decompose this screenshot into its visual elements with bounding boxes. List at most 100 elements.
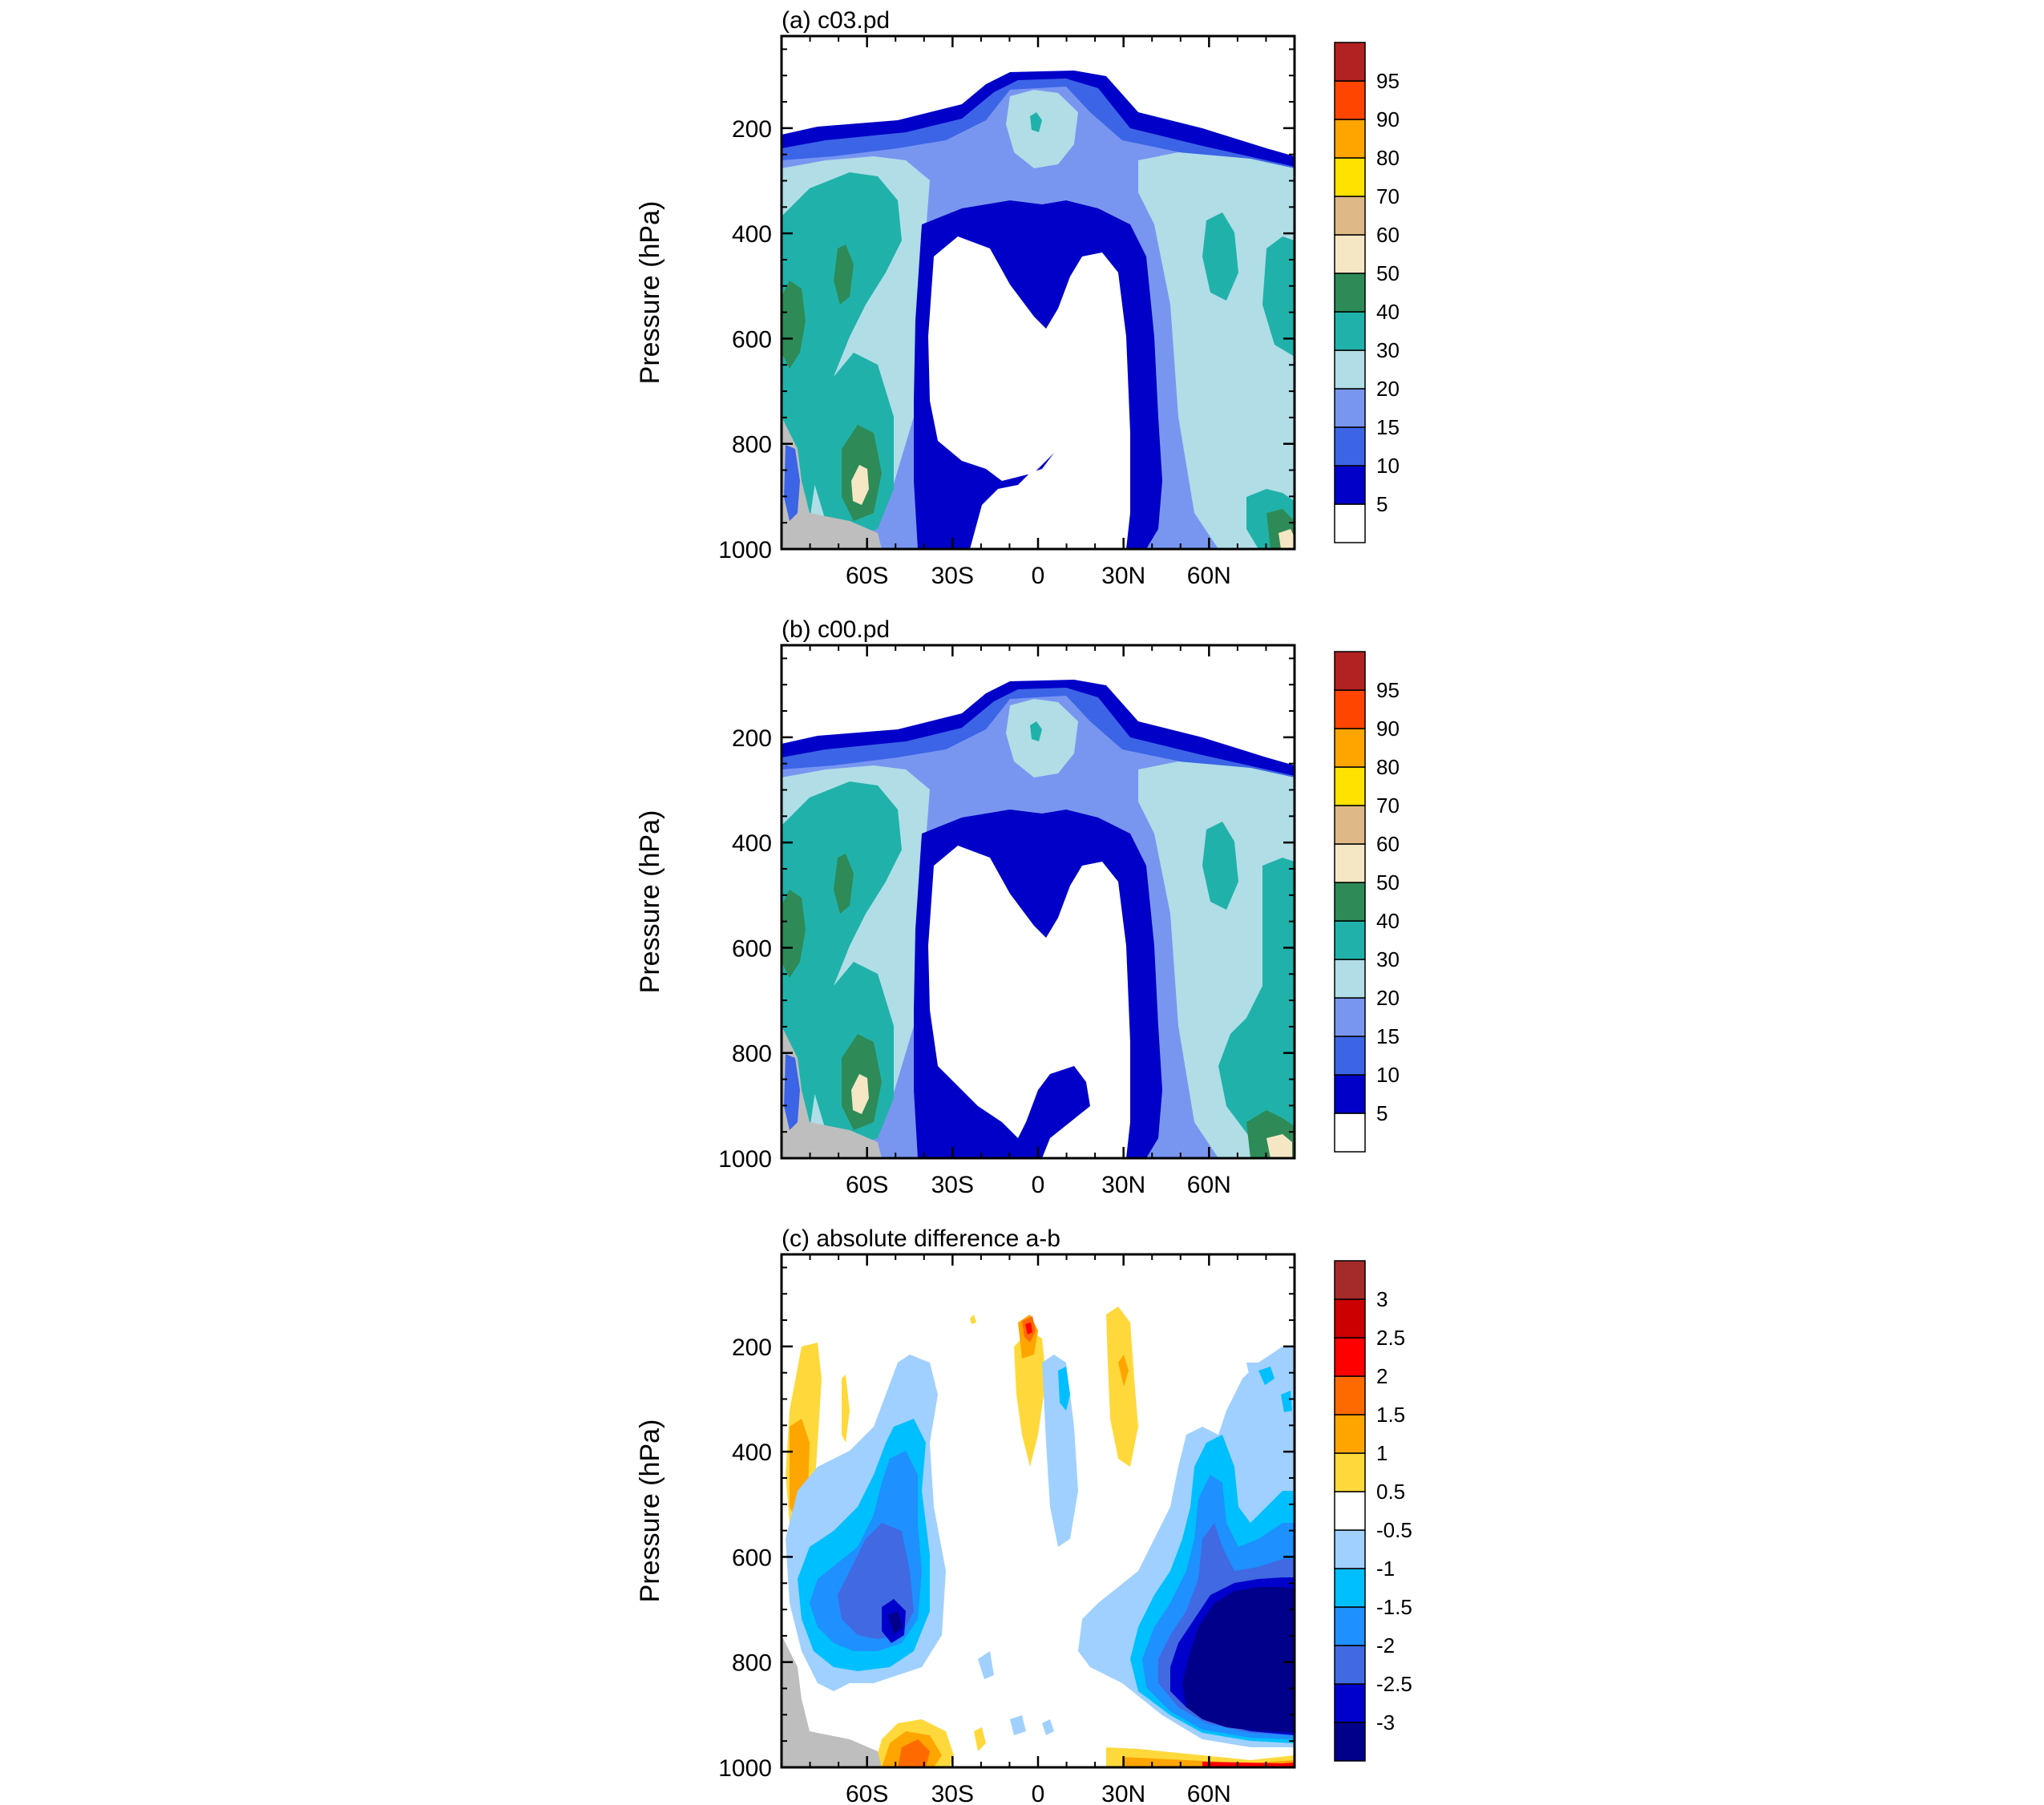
colorbar-swatch — [1334, 273, 1366, 313]
colorbar-swatch — [1334, 1036, 1366, 1076]
y-tick-label: 800 — [732, 1041, 772, 1068]
y-tick-label: 800 — [732, 432, 772, 458]
colorbar-label: 95 — [1376, 69, 1400, 93]
colorbar-label: 15 — [1376, 1024, 1400, 1048]
colorbar-label: -1.5 — [1376, 1595, 1412, 1619]
y-tick-label: 600 — [732, 1545, 772, 1571]
y-tick-label: 400 — [732, 830, 772, 857]
panel-a-terrain — [782, 417, 882, 549]
colorbar-label: 2 — [1376, 1364, 1388, 1388]
x-tick-label: 0 — [1032, 563, 1045, 589]
y-tick-label: 200 — [732, 1335, 772, 1361]
colorbar-label: 95 — [1376, 678, 1400, 702]
colorbar-label: 70 — [1376, 184, 1400, 208]
y-tick-label: 400 — [732, 1440, 772, 1466]
panel-c-title: (c) absolute difference a-b — [782, 1226, 1060, 1252]
colorbar-swatch — [1334, 1568, 1366, 1608]
colorbar-label: -2.5 — [1376, 1672, 1412, 1696]
colorbar-label: -1 — [1376, 1557, 1395, 1581]
y-tick-label: 1000 — [718, 1146, 772, 1173]
colorbar-swatch — [1334, 426, 1366, 466]
colorbar-swatch — [1334, 119, 1366, 159]
panel-c-contours — [782, 1254, 1295, 1767]
colorbar-label: 5 — [1376, 492, 1388, 516]
colorbar-swatch — [1334, 959, 1366, 999]
colorbar-swatch — [1334, 1298, 1366, 1339]
colorbar-label: 90 — [1376, 107, 1400, 131]
colorbar-label: 20 — [1376, 986, 1400, 1010]
colorbar-label: 60 — [1376, 832, 1400, 856]
panel-b-colorbar: 5 10 15 20 30 40 50 60 70 80 90 95 — [1334, 651, 1400, 1153]
x-tick-label: 30S — [931, 1781, 974, 1805]
colorbar-label: 90 — [1376, 717, 1400, 741]
panel-c-pos-1 — [786, 1306, 1295, 1767]
colorbar-swatch — [1334, 388, 1366, 428]
panel-a: (a) c03.pd 60S 30S 0 30N 60N 200 400 600 800 1000… — [635, 7, 1400, 589]
colorbar-swatch — [1334, 311, 1366, 351]
colorbar-label: 80 — [1376, 755, 1400, 779]
colorbar-swatch — [1334, 1112, 1366, 1153]
colorbar-label: 70 — [1376, 793, 1400, 818]
panel-a-contours — [782, 36, 1295, 549]
colorbar-swatch — [1334, 843, 1366, 883]
y-tick-label: 400 — [732, 221, 772, 248]
panel-b-contours — [782, 645, 1295, 1158]
colorbar-label: 60 — [1376, 223, 1400, 247]
colorbar-label: 30 — [1376, 338, 1400, 362]
panel-b-axes: 60S 30S 0 30N 60N 200 400 600 800 1000 — [718, 645, 1295, 1198]
x-tick-label: 30N — [1101, 1781, 1145, 1805]
x-tick-label: 30S — [931, 1172, 974, 1198]
x-tick-label: 60S — [846, 1781, 888, 1805]
panel-a-axes: 60S 30S 0 30N 60N 200 400 600 800 1000 — [718, 36, 1295, 589]
colorbar-swatch — [1334, 80, 1366, 120]
panel-b-ylabel: Pressure (hPa) — [635, 810, 665, 994]
colorbar-label: -0.5 — [1376, 1518, 1412, 1542]
panel-a-colorbar: 5 10 15 20 30 40 50 60 70 80 90 95 — [1334, 42, 1400, 543]
colorbar-label: 50 — [1376, 261, 1400, 285]
colorbar-label: 30 — [1376, 947, 1400, 971]
y-tick-label: 1000 — [718, 1755, 772, 1782]
panel-b-terrain-fill — [784, 1054, 800, 1130]
panel-a-ylabel: Pressure (hPa) — [635, 201, 665, 385]
colorbar-label: 5 — [1376, 1101, 1388, 1125]
y-tick-label: 600 — [732, 326, 772, 353]
x-tick-label: 60N — [1187, 563, 1231, 589]
panel-b-terrain — [782, 1026, 882, 1158]
colorbar-label: 40 — [1376, 909, 1400, 933]
x-tick-label: 30N — [1101, 1172, 1145, 1198]
x-tick-label: 60N — [1187, 1172, 1231, 1198]
panel-a-contour-30-40 — [782, 112, 1295, 549]
panel-c-terrain — [782, 1635, 882, 1767]
panel-b-contour-30-40 — [782, 721, 1295, 1158]
panel-c-neg-6 — [888, 1587, 1295, 1733]
colorbar-swatch — [1334, 42, 1366, 82]
colorbar-label: -3 — [1376, 1710, 1395, 1734]
colorbar-swatch — [1334, 1337, 1366, 1377]
colorbar-swatch — [1334, 1375, 1366, 1415]
colorbar-swatch — [1334, 1414, 1366, 1454]
colorbar-label: -2 — [1376, 1633, 1395, 1658]
colorbar-swatch — [1334, 1491, 1366, 1531]
colorbar-swatch — [1334, 766, 1366, 806]
colorbar-label: 50 — [1376, 870, 1400, 894]
colorbar-swatch — [1334, 1074, 1366, 1114]
colorbar-swatch — [1334, 651, 1366, 691]
x-tick-label: 60N — [1187, 1781, 1231, 1805]
panel-a-title: (a) c03.pd — [782, 7, 890, 34]
y-tick-label: 800 — [732, 1650, 772, 1677]
panel-c-colorbar: -3 -2.5 -2 -1.5 -1 -0.5 0.5 1 1.5 2 2.5 3 — [1334, 1260, 1412, 1762]
colorbar-swatch — [1334, 503, 1366, 543]
y-tick-label: 200 — [732, 116, 772, 143]
y-tick-label: 600 — [732, 935, 772, 962]
panel-a-terrain-fill — [784, 445, 800, 521]
panel-c: (c) absolute difference a-b 60S 30S 0 30N 60… — [635, 1226, 1412, 1805]
x-tick-label: 0 — [1032, 1781, 1045, 1805]
colorbar-label: 40 — [1376, 300, 1400, 324]
x-tick-label: 30S — [931, 563, 974, 589]
colorbar-swatch — [1334, 1722, 1366, 1762]
y-tick-label: 200 — [732, 725, 772, 752]
colorbar-swatch — [1334, 882, 1366, 922]
colorbar-swatch — [1334, 196, 1366, 236]
colorbar-swatch — [1334, 1452, 1366, 1492]
